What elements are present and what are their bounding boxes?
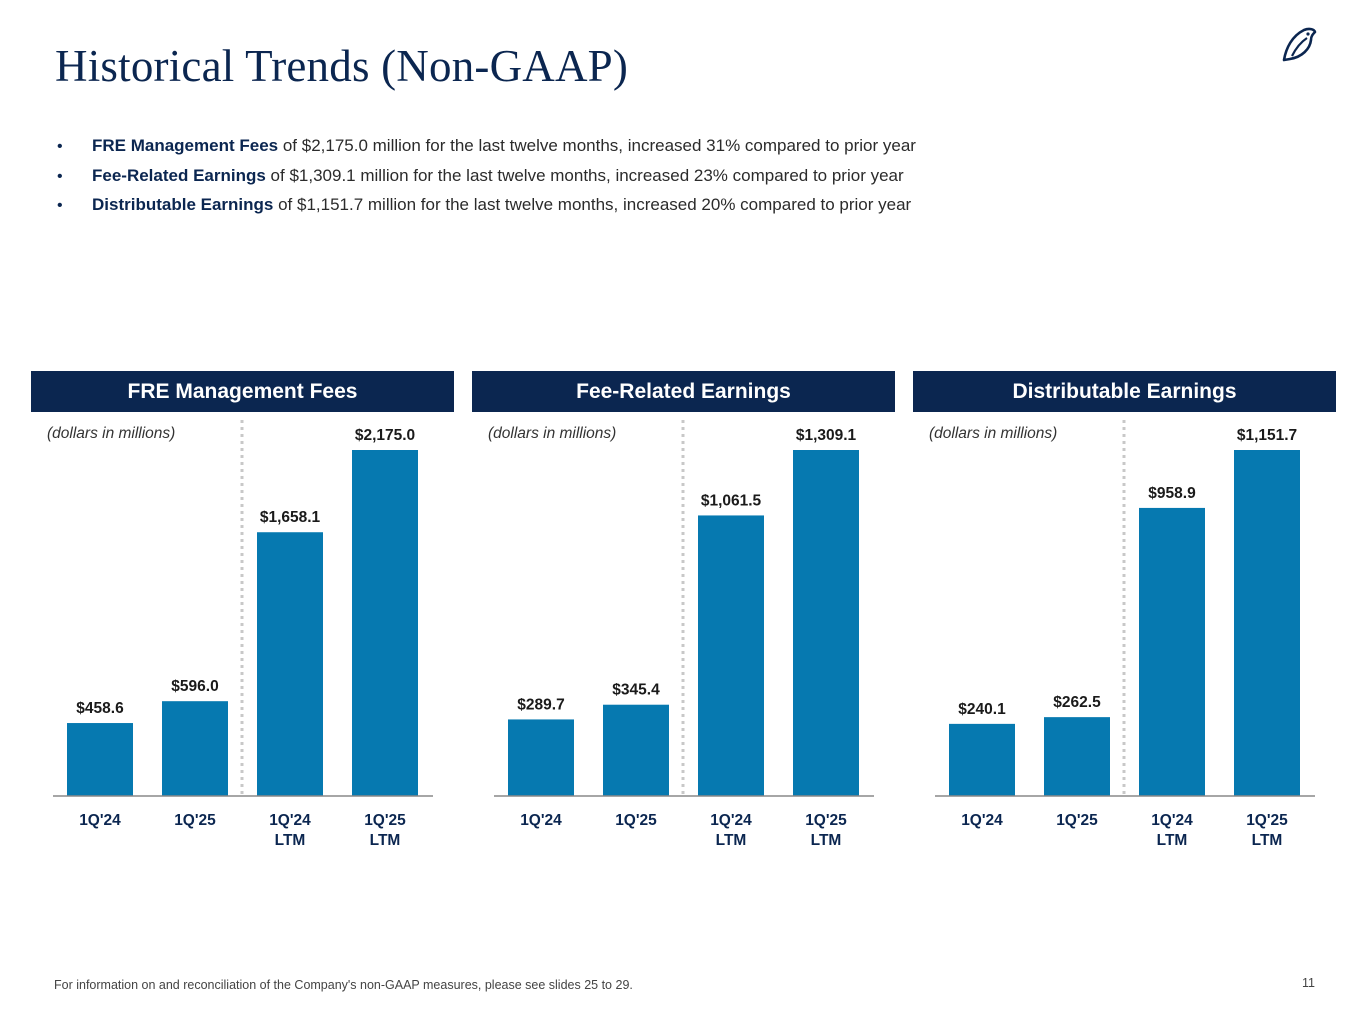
tick-label: LTM: [1157, 832, 1188, 849]
summary-bullets: • FRE Management Fees of $2,175.0 million…: [57, 132, 916, 221]
tick-label: LTM: [1252, 832, 1283, 849]
unit-note: (dollars in millions): [47, 425, 176, 442]
tick-label: 1Q'25: [1246, 812, 1288, 829]
tick-label: LTM: [370, 832, 401, 849]
data-label: $289.7: [517, 696, 564, 713]
unit-note: (dollars in millions): [929, 425, 1058, 442]
tick-label: 1Q'25: [1056, 812, 1098, 829]
tick-label: 1Q'24: [520, 812, 562, 829]
data-label: $2,175.0: [355, 427, 415, 444]
bar: [793, 450, 859, 796]
tick-label: 1Q'25: [364, 812, 406, 829]
bar-chart: $240.1 1Q'24 $262.5 1Q'25 $958.9 1Q'24 LTM $1,1…: [935, 420, 1315, 849]
tick-label: LTM: [275, 832, 306, 849]
bar: [949, 723, 1015, 796]
tick-label: 1Q'25: [805, 812, 847, 829]
bar: [1139, 507, 1205, 796]
bullet-text: of $1,309.1 million for the last twelve …: [265, 165, 904, 185]
bar: [257, 532, 323, 796]
bullet-item: • Distributable Earnings of $1,151.7 mill…: [57, 195, 912, 214]
data-label: $958.9: [1148, 485, 1196, 502]
data-label: $1,309.1: [796, 427, 857, 444]
bullet-text: of $1,151.7 million for the last twelve …: [273, 195, 912, 214]
bullet-text: of $2,175.0 million for the last twelve …: [278, 136, 916, 155]
data-label: $240.1: [958, 701, 1006, 718]
unit-note: (dollars in millions): [488, 425, 617, 442]
data-label: $596.0: [171, 678, 218, 695]
bar: [603, 704, 669, 796]
chart-title: Distributable Earnings: [913, 371, 1336, 412]
bullet-bold: FRE Management Fees: [92, 136, 279, 155]
chart-panel-fre-management-fees: FRE Management Fees (dollars in millions…: [31, 371, 454, 891]
data-label: $1,061.5: [701, 492, 762, 509]
bullet-item: • Fee-Related Earnings of $1,309.1 millio…: [57, 165, 904, 185]
bullet-bold: Distributable Earnings: [92, 195, 274, 214]
tick-label: 1Q'24: [961, 812, 1003, 829]
page-title: Historical Trends (Non-GAAP): [55, 41, 629, 91]
bar: [508, 719, 574, 796]
tick-label: 1Q'24: [710, 812, 752, 829]
bullet-bold: Fee-Related Earnings: [92, 165, 266, 185]
data-label: $458.6: [76, 700, 124, 717]
chart-title: FRE Management Fees: [31, 371, 454, 412]
footnote: For information on and reconciliation of…: [54, 978, 633, 992]
tick-label: 1Q'24: [79, 812, 121, 829]
bar-chart: $289.7 1Q'24 $345.4 1Q'25 $1,061.5 1Q'24 LTM $1…: [494, 420, 874, 849]
bar: [162, 701, 228, 796]
page-number: 11: [1302, 976, 1315, 990]
data-label: $1,658.1: [260, 509, 321, 526]
bar: [352, 450, 418, 796]
bar-chart: $458.6 1Q'24 $596.0 1Q'25 $1,658.1 1Q'24 LTM $2…: [53, 420, 433, 849]
tick-label: LTM: [716, 832, 747, 849]
data-label: $345.4: [612, 682, 660, 699]
bar: [698, 515, 764, 796]
owl-logo-icon: [1282, 27, 1317, 62]
chart-title: Fee-Related Earnings: [472, 371, 895, 412]
tick-label: LTM: [811, 832, 842, 849]
chart-panel-distributable-earnings: Distributable Earnings (dollars in milli…: [913, 371, 1336, 891]
chart-panel-fee-related-earnings: Fee-Related Earnings (dollars in million…: [472, 371, 895, 891]
tick-label: 1Q'25: [615, 812, 657, 829]
bar: [1234, 450, 1300, 796]
tick-label: 1Q'25: [174, 812, 216, 829]
bar: [67, 723, 133, 796]
bullet-item: • FRE Management Fees of $2,175.0 million…: [57, 136, 916, 155]
data-label: $1,151.7: [1237, 427, 1297, 444]
bar: [1044, 717, 1110, 796]
tick-label: 1Q'24: [269, 812, 311, 829]
data-label: $262.5: [1053, 694, 1101, 711]
tick-label: 1Q'24: [1151, 812, 1193, 829]
